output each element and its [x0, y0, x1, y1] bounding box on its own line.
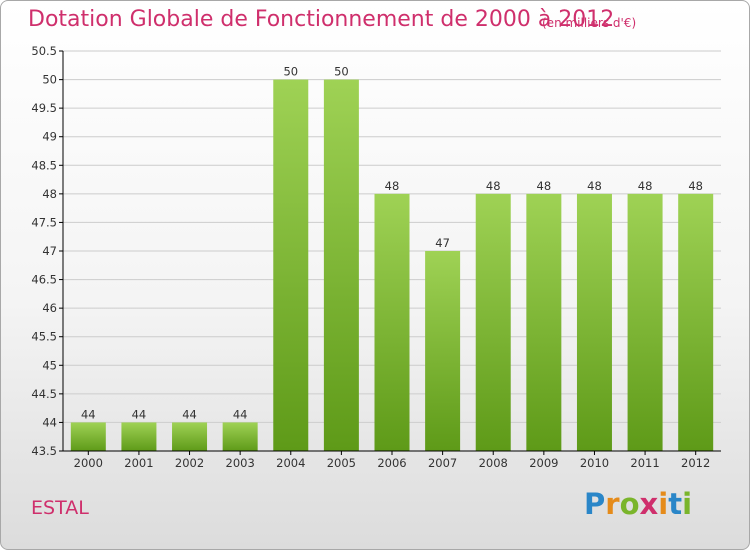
chart-title: Dotation Globale de Fonctionnement de 20…	[28, 7, 615, 32]
x-tick-label-2009: 2009	[529, 456, 558, 470]
data-label-2008: 48	[486, 179, 501, 193]
y-tick-label: 46	[42, 301, 57, 315]
data-label-2010: 48	[587, 179, 602, 193]
data-label-2005: 50	[334, 65, 349, 79]
x-tick-label-2001: 2001	[124, 456, 153, 470]
y-tick-label: 47	[42, 244, 57, 258]
data-label-2006: 48	[385, 179, 400, 193]
bar-2006	[374, 193, 410, 451]
data-label-2007: 47	[435, 236, 450, 250]
bar-2010	[576, 193, 612, 451]
bar-2002	[172, 422, 208, 451]
y-tick-label: 48	[42, 187, 57, 201]
bar-2005	[323, 79, 359, 452]
bar-2000	[70, 422, 106, 451]
x-tick-label-2003: 2003	[226, 456, 255, 470]
bar-2003	[222, 422, 258, 451]
y-tick-label: 50.5	[31, 44, 57, 58]
x-tick-label-2005: 2005	[327, 456, 356, 470]
logo-letter: i	[658, 487, 669, 521]
y-tick-label: 45	[42, 358, 57, 372]
bar-2011	[627, 193, 663, 451]
logo-letter: o	[619, 487, 640, 521]
data-label-2011: 48	[638, 179, 653, 193]
y-tick-label: 48.5	[31, 158, 57, 172]
y-tick-label: 49.5	[31, 101, 57, 115]
logo-letter: P	[584, 487, 606, 521]
labels: 43.5 44 44.5 45 45.5 46 46.5 47 47.5 48 48.5 49 49.5…	[31, 44, 710, 470]
y-tick-label: 45.5	[31, 330, 57, 344]
bar-2012	[678, 193, 714, 451]
data-label-2000: 44	[81, 407, 96, 421]
bars	[70, 79, 714, 452]
x-tick-label-2011: 2011	[630, 456, 659, 470]
data-label-2003: 44	[233, 407, 248, 421]
logo-letter: x	[639, 487, 659, 521]
y-tick-label: 47.5	[31, 215, 57, 229]
x-tick-label-2010: 2010	[580, 456, 609, 470]
y-tick-label: 46.5	[31, 273, 57, 287]
x-tick-label-2006: 2006	[377, 456, 406, 470]
x-tick-label-2000: 2000	[74, 456, 103, 470]
unit-label: (en milliers d'€)	[542, 16, 637, 30]
x-tick-label-2004: 2004	[276, 456, 305, 470]
x-tick-label-2012: 2012	[681, 456, 710, 470]
bar-2001	[121, 422, 157, 451]
bar-2007	[425, 251, 461, 451]
x-tick-label-2008: 2008	[479, 456, 508, 470]
y-tick-label: 43.5	[31, 444, 57, 458]
data-label-2002: 44	[182, 407, 197, 421]
bar-2004	[273, 79, 309, 452]
logo-letter: i	[682, 487, 693, 521]
proxiti-logo: Proxiti	[584, 487, 692, 521]
logo-letter: t	[668, 487, 683, 521]
y-tick-label: 50	[42, 73, 57, 87]
axes	[59, 50, 721, 455]
bar-2008	[475, 193, 511, 451]
logo-letter: r	[605, 487, 620, 521]
x-tick-label-2002: 2002	[175, 456, 204, 470]
data-label-2012: 48	[688, 179, 703, 193]
data-label-2009: 48	[537, 179, 552, 193]
y-tick-label: 44	[42, 415, 57, 429]
bar-2009	[526, 193, 562, 451]
y-tick-label: 49	[42, 130, 57, 144]
commune-name: ESTAL	[31, 497, 89, 519]
data-label-2001: 44	[132, 407, 147, 421]
x-tick-label-2007: 2007	[428, 456, 457, 470]
y-tick-label: 44.5	[31, 387, 57, 401]
data-label-2004: 50	[283, 65, 298, 79]
